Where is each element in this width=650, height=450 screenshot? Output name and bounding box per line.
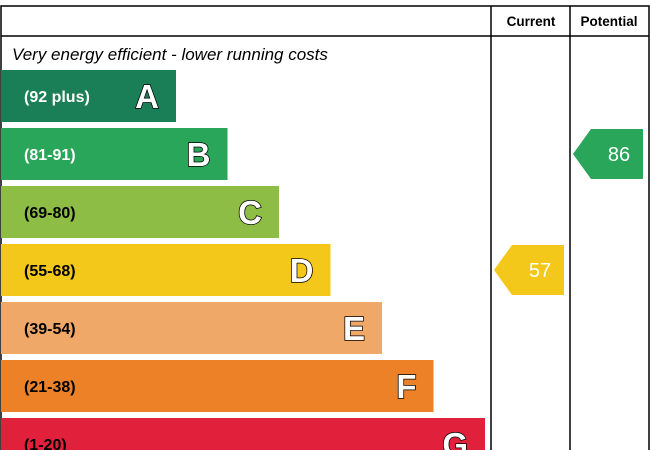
current-rating-value: 57 [529,260,551,282]
band-c-letter: C [238,194,262,231]
band-b-letter: B [187,136,211,173]
band-b-range: (81-91) [24,147,76,164]
band-g-range: (1-20) [24,437,67,450]
current-column-header: Current [507,14,556,29]
band-c-range: (69-80) [24,205,76,222]
rating-bands: (92 plus) A (81-91) B (69-80) C (55-68) D (39-54… [1,70,485,450]
band-a-bar [1,70,176,122]
rating-markers: 57 86 [494,129,643,295]
potential-column-header: Potential [580,14,637,29]
band-d-letter: D [290,252,314,289]
band-f-letter: F [396,368,416,405]
band-d-range: (55-68) [24,263,76,280]
potential-rating-marker [573,129,643,179]
band-f-bar [1,360,434,412]
band-g-letter: G [442,426,468,450]
band-e-letter: E [343,310,365,347]
band-a-range: (92 plus) [24,89,90,106]
band-e-bar [1,302,382,354]
band-d-bar [1,244,331,296]
band-a-letter: A [135,78,159,115]
current-rating-marker [494,245,564,295]
band-b-bar [1,128,228,180]
band-c-bar [1,186,279,238]
top-description: Very energy efficient - lower running co… [12,45,328,64]
band-f-range: (21-38) [24,379,76,396]
band-g-bar [1,418,485,450]
band-e-range: (39-54) [24,321,76,338]
potential-rating-value: 86 [608,144,630,166]
